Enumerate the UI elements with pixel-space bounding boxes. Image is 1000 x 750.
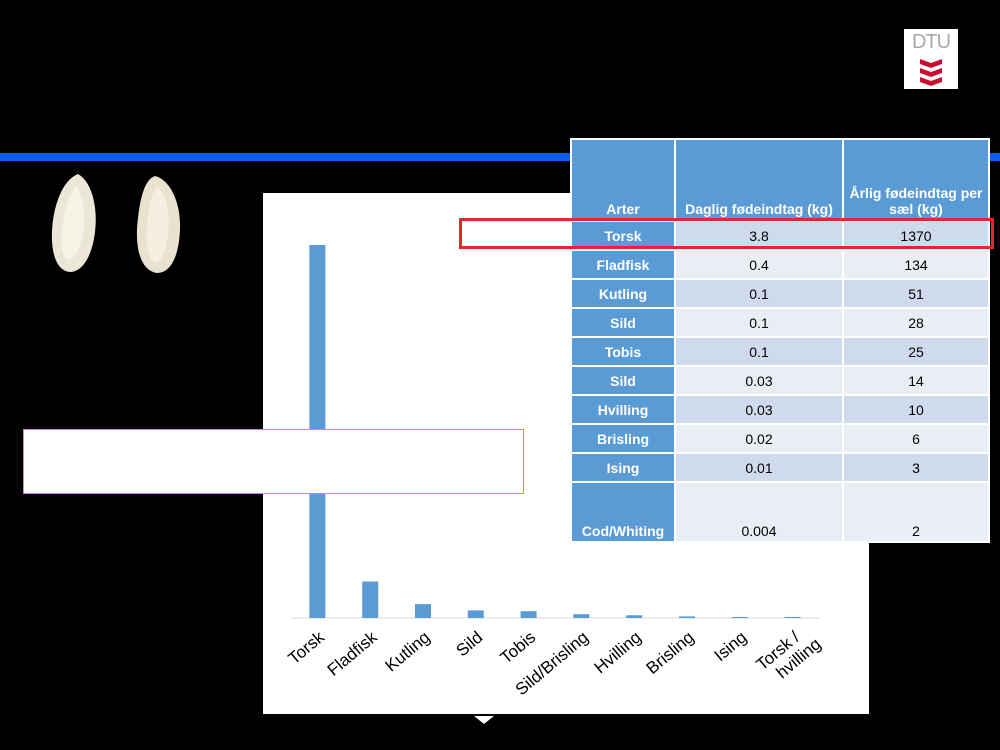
dtu-logo: DTU (904, 29, 958, 89)
food-intake-table: Arter Daglig fødeindtag (kg) Årlig fødei… (570, 138, 990, 543)
table-row: Cod/Whiting 0.004 2 (570, 481, 990, 543)
daily-cell: 0.01 (674, 452, 844, 483)
yearly-cell: 134 (842, 249, 990, 280)
yearly-cell: 51 (842, 278, 990, 309)
x-tick-label: Tobis (497, 628, 540, 668)
table-row: Fladfisk 0.4 134 (570, 249, 990, 280)
x-tick-label: Kutling (382, 628, 434, 676)
table-row: Sild 0.03 14 (570, 365, 990, 396)
yearly-cell: 25 (842, 336, 990, 367)
daily-cell: 0.03 (674, 394, 844, 425)
otolith-image-left (51, 174, 96, 272)
daily-cell: 0.1 (674, 278, 844, 309)
otolith-image-right (136, 176, 181, 273)
logo-text: DTU (911, 31, 951, 53)
bar (520, 611, 537, 618)
table-header-row: Arter Daglig fødeindtag (kg) Årlig fødei… (570, 138, 990, 222)
header-yearly-intake: Årlig fødeindtag per sæl (kg) (842, 138, 990, 222)
x-tick-label: Torsk /hvilling (753, 620, 825, 689)
header-species: Arter (570, 138, 676, 222)
daily-cell: 0.02 (674, 423, 844, 454)
bar (573, 614, 590, 618)
daily-cell: 3.8 (674, 220, 844, 251)
header-daily-intake: Daglig fødeindtag (kg) (674, 138, 844, 222)
daily-cell: 0.4 (674, 249, 844, 280)
table-row: Torsk 3.8 1370 (570, 220, 990, 251)
species-cell: Cod/Whiting (570, 481, 676, 543)
species-cell: Kutling (570, 278, 676, 309)
table-row: Kutling 0.1 51 (570, 278, 990, 309)
species-cell: Ising (570, 452, 676, 483)
x-tick-label: Hvilling (591, 628, 645, 678)
yearly-cell: 3 (842, 452, 990, 483)
species-cell: Tobis (570, 336, 676, 367)
species-cell: Sild (570, 307, 676, 338)
x-tick-label: Brisling (643, 628, 698, 678)
table-row: Brisling 0.02 6 (570, 423, 990, 454)
header-divider-bar (0, 153, 1000, 161)
bar (362, 581, 379, 618)
daily-cell: 0.03 (674, 365, 844, 396)
species-cell: Hvilling (570, 394, 676, 425)
chart-panel-pointer (474, 716, 494, 724)
yearly-cell: 6 (842, 423, 990, 454)
yearly-cell: 14 (842, 365, 990, 396)
x-tick-label: Torsk (285, 627, 329, 668)
species-cell: Fladfisk (570, 249, 676, 280)
yearly-cell: 2 (842, 481, 990, 543)
x-tick-label: Fladfisk (324, 627, 381, 680)
x-tick-label: Sild (452, 628, 486, 661)
daily-cell: 0.1 (674, 307, 844, 338)
logo-chevrons-icon (920, 59, 942, 86)
daily-cell: 0.004 (674, 481, 844, 543)
torsk-row-highlight (459, 218, 994, 249)
bar (731, 617, 748, 618)
bar (415, 604, 431, 618)
bar (679, 616, 695, 618)
daily-cell: 0.1 (674, 336, 844, 367)
table-row: Tobis 0.1 25 (570, 336, 990, 367)
yearly-cell: 28 (842, 307, 990, 338)
empty-callout-box (23, 429, 524, 494)
yearly-cell: 1370 (842, 220, 990, 251)
yearly-cell: 10 (842, 394, 990, 425)
species-cell: Sild (570, 365, 676, 396)
bar (626, 615, 643, 618)
species-cell: Brisling (570, 423, 676, 454)
table-row: Ising 0.01 3 (570, 452, 990, 483)
table-row: Hvilling 0.03 10 (570, 394, 990, 425)
bar (784, 617, 801, 618)
bar (467, 610, 484, 618)
table-row: Sild 0.1 28 (570, 307, 990, 338)
x-tick-label: Ising (711, 628, 751, 666)
species-cell: Torsk (570, 220, 676, 251)
